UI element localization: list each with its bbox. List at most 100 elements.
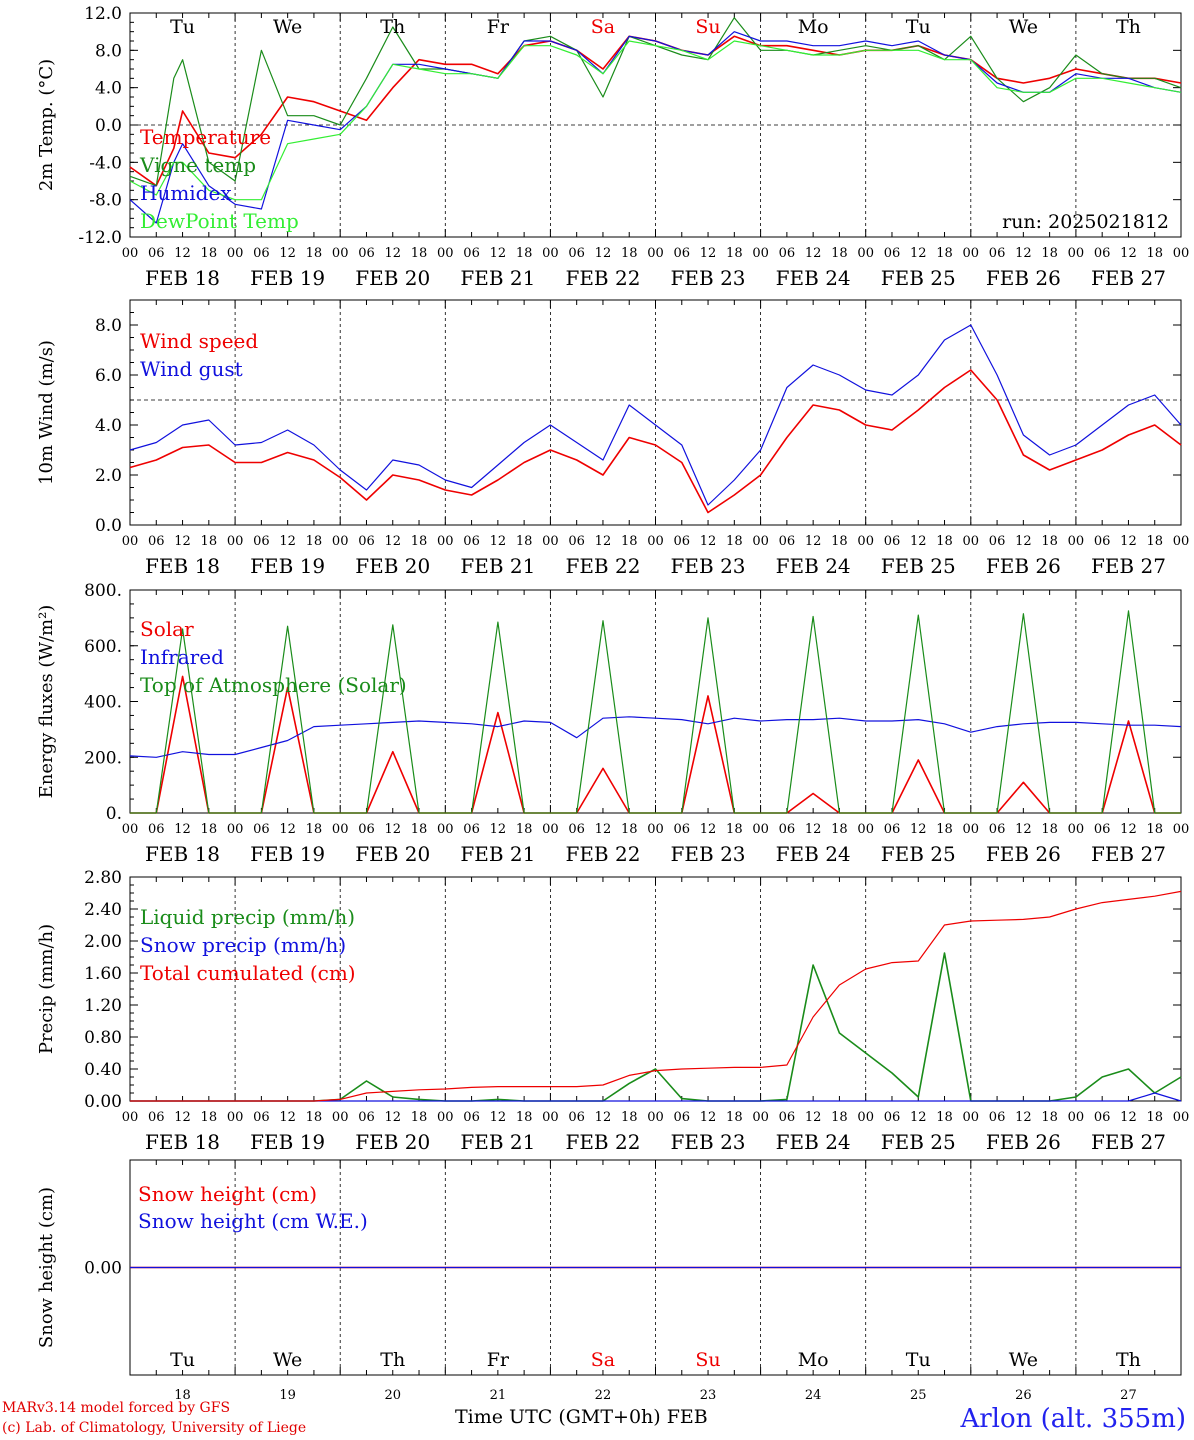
- hour-tick-label: 00: [437, 534, 454, 549]
- hour-tick-label: 18: [936, 246, 953, 261]
- hour-tick-label: 12: [805, 822, 822, 837]
- hour-tick-label: 00: [542, 1110, 559, 1125]
- hour-tick-label: 06: [674, 1110, 691, 1125]
- y-axis-label: Precip (mm/h): [36, 924, 57, 1054]
- legend-entry: Snow precip (mm/h): [140, 933, 346, 957]
- hour-tick-label: 12: [174, 822, 191, 837]
- series-line-2-1: [129, 369, 1182, 514]
- date-label: FEB 25: [881, 1130, 956, 1154]
- hour-tick-label: 00: [332, 534, 349, 549]
- date-label: FEB 20: [355, 1130, 430, 1154]
- hour-tick-label: 00: [122, 246, 139, 261]
- hour-tick-label: 06: [1094, 534, 1111, 549]
- date-label: FEB 26: [986, 1130, 1061, 1154]
- day-number: 27: [1120, 1388, 1137, 1403]
- panel-frame: [129, 299, 1182, 526]
- day-number: 19: [279, 1388, 296, 1403]
- hour-tick-label: 18: [306, 822, 323, 837]
- hour-tick-label: 12: [384, 534, 401, 549]
- y-axis-label: Energy fluxes (W/m²): [36, 605, 57, 799]
- hour-tick-label: 06: [568, 1110, 585, 1125]
- hour-tick-label: 00: [542, 822, 559, 837]
- day-name: Th: [380, 1349, 405, 1371]
- hour-tick-label: 00: [857, 822, 874, 837]
- hour-tick-label: 18: [201, 246, 218, 261]
- hour-tick-label: 12: [1015, 1110, 1032, 1125]
- day-name: Fr: [487, 16, 510, 38]
- hour-tick-label: 00: [963, 534, 980, 549]
- hour-tick-label: 00: [122, 534, 139, 549]
- date-label: FEB 24: [776, 554, 851, 578]
- hour-tick-label: 06: [568, 534, 585, 549]
- hour-tick-label: 12: [805, 246, 822, 261]
- hour-tick-label: 06: [253, 534, 270, 549]
- hour-tick-label: 18: [411, 246, 428, 261]
- hour-tick-label: 12: [1015, 822, 1032, 837]
- hour-tick-label: 12: [1120, 246, 1137, 261]
- hour-tick-label: 18: [831, 822, 848, 837]
- day-name: Tu: [170, 1349, 195, 1371]
- station-name: Arlon (alt. 355m): [960, 1404, 1186, 1434]
- date-label: FEB 20: [355, 266, 430, 290]
- hour-tick-label: 06: [358, 534, 375, 549]
- hour-tick-label: 18: [516, 822, 533, 837]
- hour-tick-label: 00: [227, 822, 244, 837]
- hour-tick-label: 06: [1094, 1110, 1111, 1125]
- day-number: 24: [805, 1388, 822, 1403]
- day-name: Mo: [798, 1349, 829, 1371]
- date-label: FEB 25: [881, 842, 956, 866]
- hour-tick-label: 12: [910, 822, 927, 837]
- hour-tick-label: 18: [936, 534, 953, 549]
- hour-tick-label: 06: [463, 246, 480, 261]
- hour-tick-label: 06: [989, 534, 1006, 549]
- series-line-1-3: [129, 31, 1182, 224]
- hour-tick-label: 12: [1015, 246, 1032, 261]
- panel-1: -12.0 -8.0 -4.0 0.0 4.0 8.0 12.0 2m Temp. (°C) T…: [36, 4, 1189, 290]
- hour-tick-label: 06: [989, 1110, 1006, 1125]
- y-tick-label: 4.0: [95, 79, 122, 99]
- hour-tick-label: 00: [1068, 822, 1085, 837]
- hour-tick-label: 12: [1120, 1110, 1137, 1125]
- date-label: FEB 21: [460, 842, 535, 866]
- hour-tick-label: 06: [674, 534, 691, 549]
- hour-tick-label: 12: [490, 1110, 507, 1125]
- legend-entry: Snow height (cm W.E.): [138, 1209, 368, 1233]
- hour-tick-label: 00: [963, 1110, 980, 1125]
- hour-tick-label: 18: [936, 1110, 953, 1125]
- hour-tick-label: 12: [910, 534, 927, 549]
- hour-tick-label: 18: [306, 246, 323, 261]
- day-number: 25: [910, 1388, 927, 1403]
- hour-tick-label: 06: [779, 822, 796, 837]
- legend-entry: DewPoint Temp: [140, 209, 299, 233]
- date-label: FEB 23: [671, 1130, 746, 1154]
- hour-tick-label: 00: [122, 822, 139, 837]
- hour-tick-label: 12: [279, 822, 296, 837]
- hour-tick-label: 00: [227, 246, 244, 261]
- hour-tick-label: 00: [542, 534, 559, 549]
- hour-tick-label: 18: [1041, 534, 1058, 549]
- hour-tick-label: 06: [148, 246, 165, 261]
- day-name: We: [1009, 1349, 1038, 1371]
- hour-tick-label: 06: [1094, 246, 1111, 261]
- hour-tick-label: 18: [726, 822, 743, 837]
- series-line-1-4: [129, 40, 1182, 201]
- y-tick-label: 2.0: [95, 466, 122, 486]
- hour-tick-label: 00: [332, 822, 349, 837]
- hour-tick-label: 18: [1041, 1110, 1058, 1125]
- legend-entry: Top of Atmosphere (Solar): [140, 673, 407, 697]
- hour-tick-label: 00: [332, 246, 349, 261]
- hour-tick-label: 06: [1094, 822, 1111, 837]
- day-number: 20: [384, 1388, 401, 1403]
- hour-tick-label: 12: [174, 534, 191, 549]
- hour-tick-label: 12: [490, 246, 507, 261]
- y-tick-label: 400.: [84, 693, 122, 713]
- hour-tick-label: 06: [463, 822, 480, 837]
- date-label: FEB 26: [986, 842, 1061, 866]
- day-name: We: [1009, 16, 1038, 38]
- hour-tick-label: 18: [726, 246, 743, 261]
- y-tick-label: 2.80: [84, 868, 122, 888]
- y-tick-label: 2.40: [84, 900, 122, 920]
- hour-tick-label: 00: [752, 246, 769, 261]
- date-label: FEB 20: [355, 554, 430, 578]
- hour-tick-label: 06: [779, 534, 796, 549]
